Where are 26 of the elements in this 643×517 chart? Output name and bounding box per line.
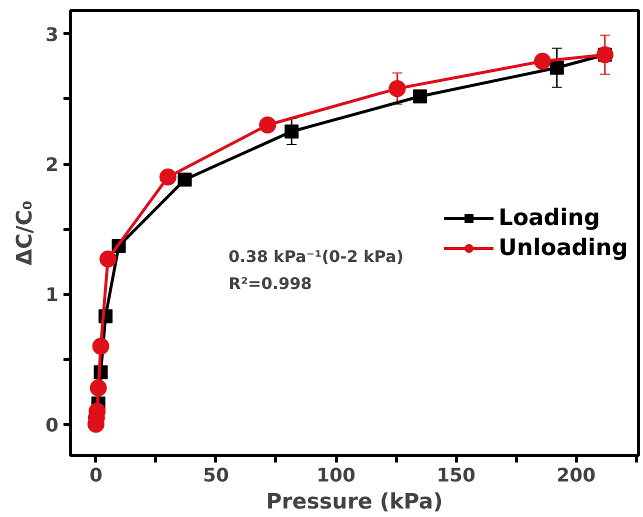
point: [178, 172, 192, 187]
legend-label: Unloading: [498, 234, 628, 260]
legend-label: Loading: [498, 204, 600, 230]
x-tick-label: 50: [203, 466, 229, 486]
y-tick-label: 1: [46, 285, 59, 306]
x-tick-label: 150: [436, 466, 476, 486]
point: [90, 379, 107, 396]
point: [284, 124, 299, 139]
point: [550, 60, 564, 75]
y-tick-label: 2: [46, 155, 59, 176]
point: [259, 116, 276, 134]
point: [159, 168, 176, 186]
point: [99, 250, 116, 268]
point: [388, 80, 406, 98]
point: [92, 338, 110, 355]
point: [534, 52, 551, 70]
y-tick-label: 3: [46, 24, 59, 46]
x-axis-title: Pressure (kPa): [266, 490, 443, 514]
y-tick-label: 0: [46, 415, 59, 436]
x-tick-label: 0: [89, 466, 102, 486]
x-tick-label: 200: [556, 466, 596, 486]
point: [413, 89, 428, 104]
x-tick-label: 100: [316, 466, 356, 486]
annotation: 0.38 kPa⁻¹(0-2 kPa): [228, 247, 404, 266]
y-axis-title: ΔC/C₀: [12, 200, 38, 266]
annotation: R²=0.998: [228, 274, 312, 293]
